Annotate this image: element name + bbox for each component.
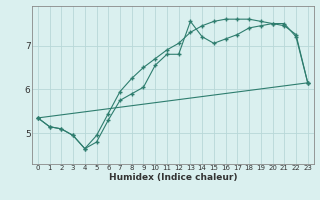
X-axis label: Humidex (Indice chaleur): Humidex (Indice chaleur) <box>108 173 237 182</box>
